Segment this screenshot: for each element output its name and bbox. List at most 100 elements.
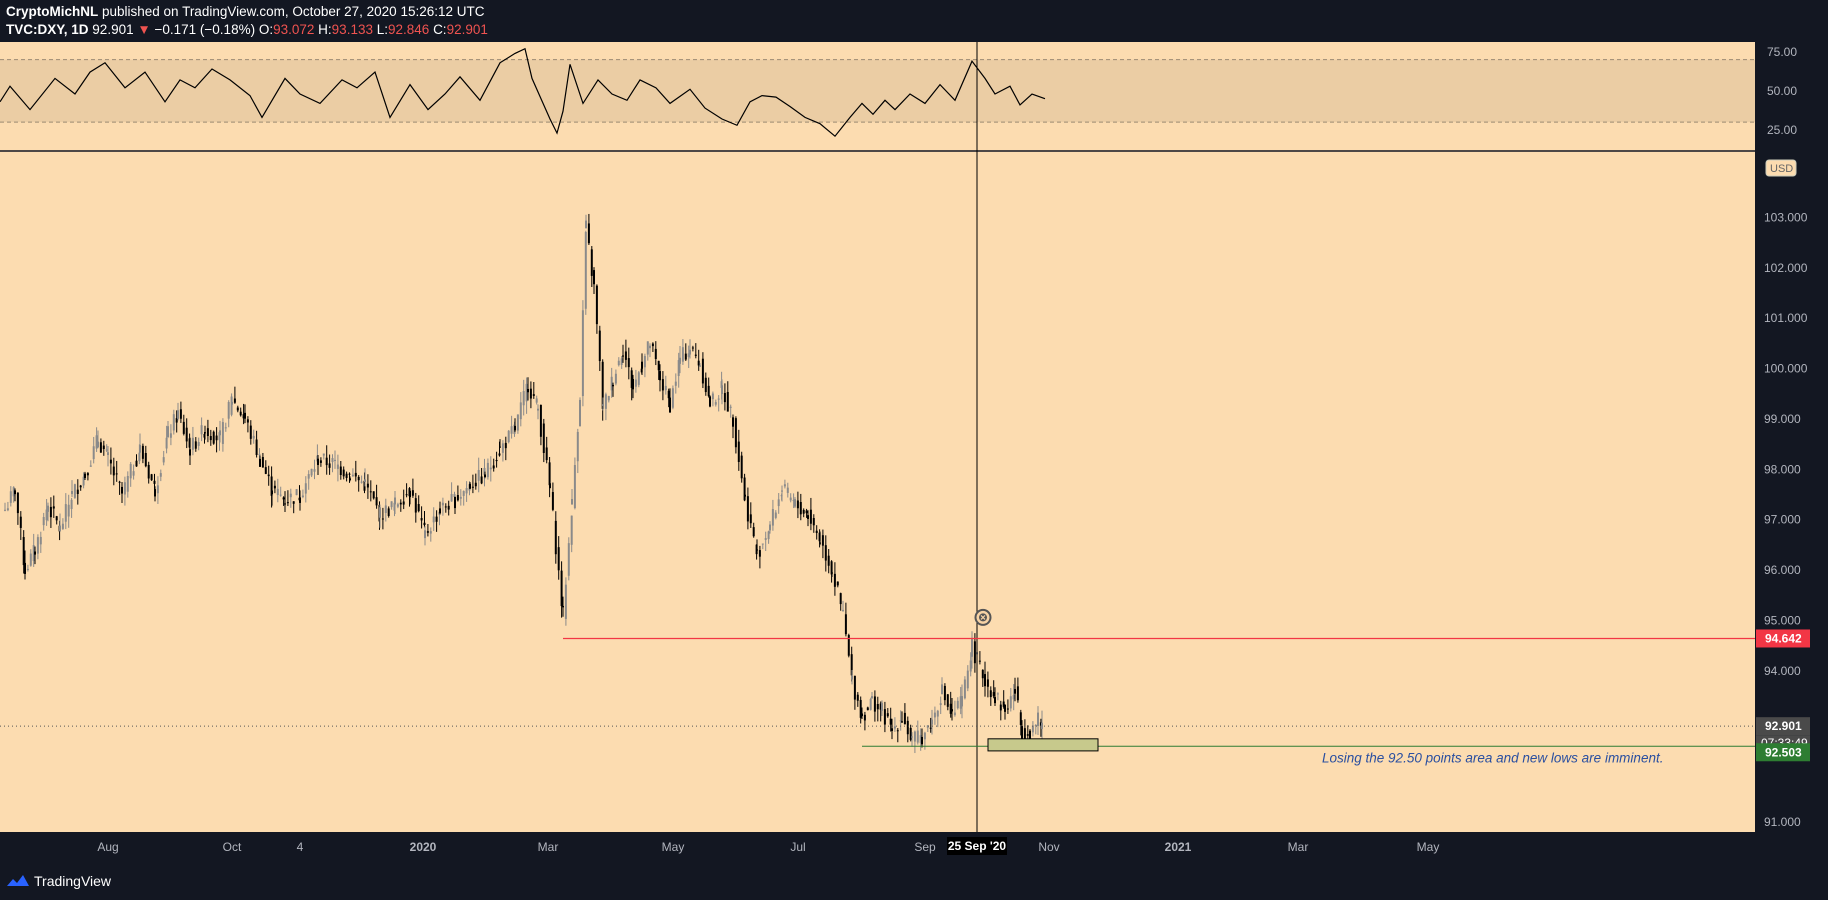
candle[interactable] xyxy=(984,661,986,697)
candle[interactable] xyxy=(699,363,701,368)
candle[interactable] xyxy=(384,498,387,522)
candle[interactable] xyxy=(14,488,16,502)
candle[interactable] xyxy=(949,691,952,718)
candle[interactable] xyxy=(576,428,579,474)
candle[interactable] xyxy=(709,395,711,408)
candle[interactable] xyxy=(409,489,411,505)
candle[interactable] xyxy=(336,454,339,482)
candle[interactable] xyxy=(943,683,946,706)
candle[interactable] xyxy=(630,367,633,401)
close-marker-icon[interactable] xyxy=(974,608,992,626)
candle[interactable] xyxy=(617,357,620,367)
candle[interactable] xyxy=(684,343,687,361)
candle[interactable] xyxy=(752,522,755,538)
candle[interactable] xyxy=(929,717,932,733)
candle[interactable] xyxy=(426,523,429,537)
candle[interactable] xyxy=(239,407,242,417)
candle[interactable] xyxy=(756,539,758,551)
candle[interactable] xyxy=(12,486,15,503)
candle[interactable] xyxy=(514,418,516,433)
candle[interactable] xyxy=(129,462,132,487)
candle[interactable] xyxy=(224,422,227,432)
currency-badge[interactable]: USD xyxy=(1765,159,1797,177)
candle[interactable] xyxy=(375,484,378,509)
candle[interactable] xyxy=(167,421,169,439)
candle[interactable] xyxy=(669,388,671,413)
support-price-tag[interactable]: 92.503 xyxy=(1756,743,1810,762)
candle[interactable] xyxy=(441,497,444,516)
candle[interactable] xyxy=(175,410,178,433)
candle[interactable] xyxy=(831,570,833,577)
candle[interactable] xyxy=(200,417,203,442)
candle[interactable] xyxy=(876,696,879,722)
candle[interactable] xyxy=(542,418,545,463)
candle[interactable] xyxy=(535,395,538,405)
candle[interactable] xyxy=(474,473,477,490)
candle[interactable] xyxy=(510,415,513,439)
candle[interactable] xyxy=(1026,725,1029,739)
candle[interactable] xyxy=(215,427,218,453)
candle[interactable] xyxy=(1012,684,1015,711)
candle[interactable] xyxy=(809,497,812,531)
candle[interactable] xyxy=(532,382,535,399)
candle[interactable] xyxy=(507,429,510,444)
candle[interactable] xyxy=(548,456,551,498)
candle[interactable] xyxy=(273,480,276,494)
candle[interactable] xyxy=(115,460,118,482)
support-zone[interactable] xyxy=(987,738,1099,752)
candle[interactable] xyxy=(971,631,973,669)
candle[interactable] xyxy=(562,596,564,617)
candle[interactable] xyxy=(414,492,417,523)
candle[interactable] xyxy=(439,501,441,515)
candle[interactable] xyxy=(903,703,906,725)
candle[interactable] xyxy=(571,488,573,506)
candle[interactable] xyxy=(726,381,729,412)
candle[interactable] xyxy=(147,461,150,484)
candle[interactable] xyxy=(881,700,883,717)
candle[interactable] xyxy=(963,676,966,700)
candle[interactable] xyxy=(812,514,815,533)
candle[interactable] xyxy=(197,437,200,451)
candle[interactable] xyxy=(36,534,39,560)
candle[interactable] xyxy=(424,525,426,546)
candle[interactable] xyxy=(612,382,614,397)
candle[interactable] xyxy=(159,469,162,482)
candle[interactable] xyxy=(379,504,381,528)
candle[interactable] xyxy=(671,385,674,410)
candle[interactable] xyxy=(607,395,610,403)
candle[interactable] xyxy=(873,690,876,722)
candle[interactable] xyxy=(863,711,866,731)
candle[interactable] xyxy=(394,491,396,514)
candle[interactable] xyxy=(749,502,752,528)
candle[interactable] xyxy=(622,344,624,363)
candle[interactable] xyxy=(233,386,236,404)
candle[interactable] xyxy=(545,436,548,464)
candle[interactable] xyxy=(162,450,165,466)
candle[interactable] xyxy=(289,488,292,508)
candle[interactable] xyxy=(307,470,310,490)
candle[interactable] xyxy=(522,379,525,416)
candle[interactable] xyxy=(717,395,720,412)
candle[interactable] xyxy=(694,343,697,359)
candle[interactable] xyxy=(856,692,859,707)
candle[interactable] xyxy=(61,518,64,531)
candle[interactable] xyxy=(593,267,595,294)
candle[interactable] xyxy=(1019,709,1022,736)
candle[interactable] xyxy=(687,345,690,369)
candle[interactable] xyxy=(271,485,273,506)
candle[interactable] xyxy=(454,496,456,515)
candle[interactable] xyxy=(24,550,26,580)
candle[interactable] xyxy=(486,458,489,480)
candle[interactable] xyxy=(342,466,345,480)
candle[interactable] xyxy=(325,445,328,475)
candle[interactable] xyxy=(674,373,677,394)
candle[interactable] xyxy=(632,374,634,399)
candle[interactable] xyxy=(304,476,307,503)
candle[interactable] xyxy=(981,669,984,687)
candle[interactable] xyxy=(602,397,604,411)
candle[interactable] xyxy=(6,501,9,512)
candle[interactable] xyxy=(261,452,264,468)
candle[interactable] xyxy=(871,692,873,699)
candle[interactable] xyxy=(815,525,818,540)
candle[interactable] xyxy=(319,457,322,467)
